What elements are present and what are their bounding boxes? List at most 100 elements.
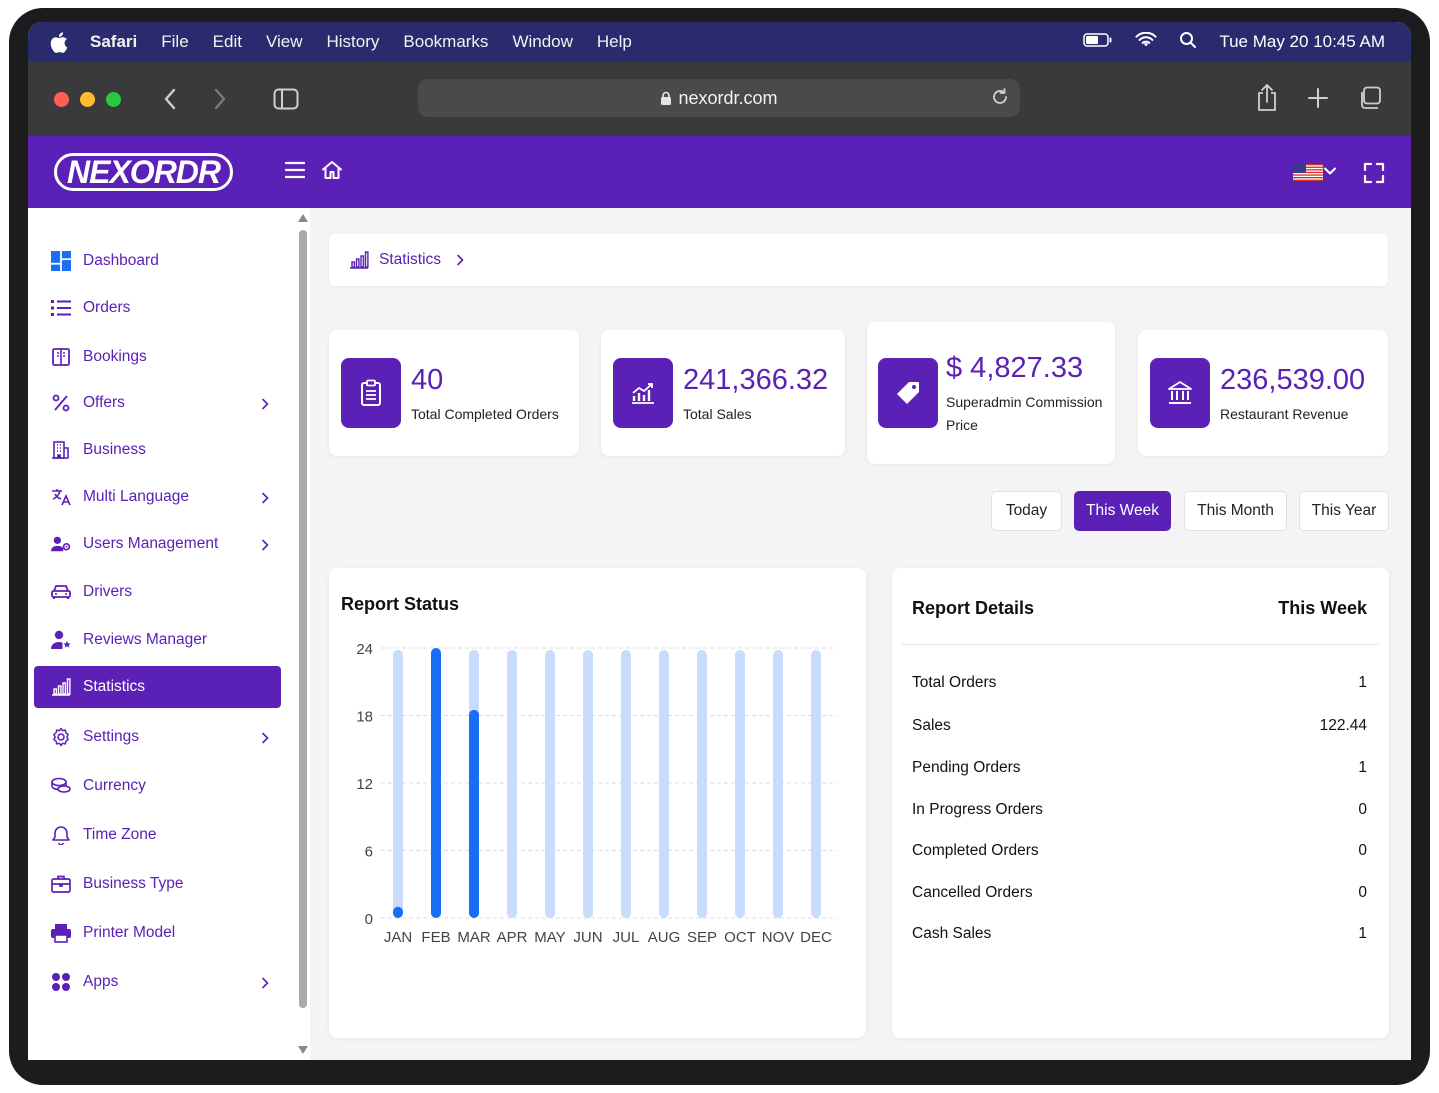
battery-icon[interactable] xyxy=(1083,32,1113,52)
report-status-title: Report Status xyxy=(341,594,460,614)
zoom-window-button[interactable] xyxy=(106,91,121,107)
mac-menubar: Safari File Edit View History Bookmarks … xyxy=(28,22,1411,62)
stat-value: 236,539.00 xyxy=(1220,364,1366,396)
report-status-panel: Report Status 0 6 12 18 24 JAN FEB MAR APR MAY JUN… xyxy=(329,568,866,1038)
bar-track xyxy=(545,650,555,918)
stat-label: Restaurant Revenue xyxy=(1220,406,1349,422)
range-this-month-button[interactable]: This Month xyxy=(1184,491,1287,531)
sidebar-item-label: Dashboard xyxy=(83,252,159,269)
spotlight-search-icon[interactable] xyxy=(1179,31,1197,54)
sidebar-item-printer-model[interactable]: Printer Model xyxy=(34,912,281,954)
sidebar-item-reviews-manager[interactable]: Reviews Manager xyxy=(34,619,281,661)
language-chevron-down-icon[interactable] xyxy=(1323,164,1337,183)
sidebar-item-dashboard[interactable]: Dashboard xyxy=(34,240,281,282)
us-flag-icon[interactable] xyxy=(1293,164,1323,181)
screen: Safari File Edit View History Bookmarks … xyxy=(28,22,1411,1060)
sidebar-item-currency[interactable]: Currency xyxy=(34,765,281,807)
share-icon[interactable] xyxy=(1256,84,1278,112)
sidebar-item-bookings[interactable]: Bookings xyxy=(34,336,281,378)
minimize-window-button[interactable] xyxy=(80,91,95,107)
bar-track xyxy=(811,650,821,918)
translate-icon xyxy=(51,487,71,507)
sidebar-item-business[interactable]: Business xyxy=(34,429,281,471)
car-icon xyxy=(51,582,71,602)
breadcrumb-current[interactable]: Statistics xyxy=(379,251,442,268)
lock-icon xyxy=(660,91,672,106)
x-tick-label: FEB xyxy=(421,929,450,946)
menu-bookmarks[interactable]: Bookmarks xyxy=(403,32,489,51)
url-text[interactable]: nexordr.com xyxy=(678,87,778,108)
chevron-right-icon[interactable] xyxy=(261,491,269,509)
scrollbar-thumb[interactable] xyxy=(299,230,307,1008)
menu-window[interactable]: Window xyxy=(512,32,573,51)
detail-row-total-orders: Total Orders 1 xyxy=(912,674,1367,692)
y-tick-label: 6 xyxy=(365,844,373,861)
sidebar-item-business-type[interactable]: Business Type xyxy=(34,863,281,905)
home-icon[interactable] xyxy=(321,160,343,185)
menu-history[interactable]: History xyxy=(326,32,380,51)
forward-icon[interactable] xyxy=(213,88,227,110)
sidebar-item-settings[interactable]: Settings xyxy=(34,716,281,758)
range-this-week-button[interactable]: This Week xyxy=(1074,491,1171,531)
close-window-button[interactable] xyxy=(54,91,69,107)
clipboard-icon xyxy=(341,358,401,428)
bar-track xyxy=(659,650,669,918)
bar-track xyxy=(393,650,403,918)
y-tick-label: 24 xyxy=(356,641,373,658)
address-bar[interactable]: nexordr.com xyxy=(418,79,1020,117)
sidebar-item-label: Multi Language xyxy=(83,488,189,505)
sidebar-item-drivers[interactable]: Drivers xyxy=(34,571,281,613)
sidebar-toggle-icon[interactable] xyxy=(273,88,299,110)
chevron-right-icon[interactable] xyxy=(261,731,269,749)
x-tick-label: JUL xyxy=(613,929,640,946)
range-today-button[interactable]: Today xyxy=(991,491,1062,531)
sidebar-item-label: Business xyxy=(83,441,146,458)
x-tick-label: DEC xyxy=(800,929,832,946)
reload-icon[interactable] xyxy=(990,87,1010,112)
bar xyxy=(469,709,479,918)
details-divider xyxy=(902,644,1379,645)
sidebar-item-offers[interactable]: Offers xyxy=(34,382,281,424)
chevron-right-icon[interactable] xyxy=(261,397,269,415)
detail-value: 1 xyxy=(1358,759,1367,776)
menu-help[interactable]: Help xyxy=(596,32,632,51)
sidebar-item-users-management[interactable]: Users Management xyxy=(34,523,281,565)
chevron-right-icon[interactable] xyxy=(261,976,269,994)
detail-row-sales: Sales 122.44 xyxy=(912,717,1367,735)
menu-edit[interactable]: Edit xyxy=(212,32,242,51)
range-this-year-button[interactable]: This Year xyxy=(1299,491,1389,531)
app-logo[interactable]: NEXORDR xyxy=(54,153,234,191)
apple-icon[interactable] xyxy=(50,31,70,53)
bar-track xyxy=(735,650,745,918)
menu-view[interactable]: View xyxy=(265,32,303,51)
sidebar-item-time-zone[interactable]: Time Zone xyxy=(34,814,281,856)
stat-label-line2: Price xyxy=(946,417,978,433)
fullscreen-icon[interactable] xyxy=(1363,162,1385,189)
x-tick-label: OCT xyxy=(724,929,756,946)
sidebar-item-orders[interactable]: Orders xyxy=(34,287,281,329)
new-tab-icon[interactable] xyxy=(1308,88,1328,108)
chevron-right-icon[interactable] xyxy=(261,538,269,556)
stat-label: Total Sales xyxy=(683,406,752,422)
detail-value: 0 xyxy=(1358,801,1367,818)
sidebar-item-apps[interactable]: Apps xyxy=(34,961,281,1003)
sidebar-scrollbar[interactable] xyxy=(296,208,310,1060)
scroll-down-icon[interactable] xyxy=(298,1046,308,1054)
book-icon xyxy=(51,347,71,367)
scroll-up-icon[interactable] xyxy=(298,214,308,222)
stat-label: Total Completed Orders xyxy=(411,406,559,422)
sidebar-item-statistics[interactable]: Statistics xyxy=(34,666,281,708)
menu-toggle-icon[interactable] xyxy=(284,161,306,184)
menu-app-safari[interactable]: Safari xyxy=(90,32,138,51)
list-icon xyxy=(51,298,71,318)
back-icon[interactable] xyxy=(163,88,177,110)
report-details-period: This Week xyxy=(1278,598,1367,618)
stat-card-completed-orders: 40 Total Completed Orders xyxy=(329,330,579,456)
detail-value: 0 xyxy=(1358,884,1367,901)
sidebar-item-multi-language[interactable]: Multi Language xyxy=(34,476,281,518)
menubar-datetime[interactable]: Tue May 20 10:45 AM xyxy=(1219,32,1385,51)
wifi-icon[interactable] xyxy=(1135,31,1157,53)
menu-file[interactable]: File xyxy=(161,32,189,51)
tab-overview-icon[interactable] xyxy=(1358,86,1382,110)
browser-toolbar: nexordr.com xyxy=(28,62,1411,136)
